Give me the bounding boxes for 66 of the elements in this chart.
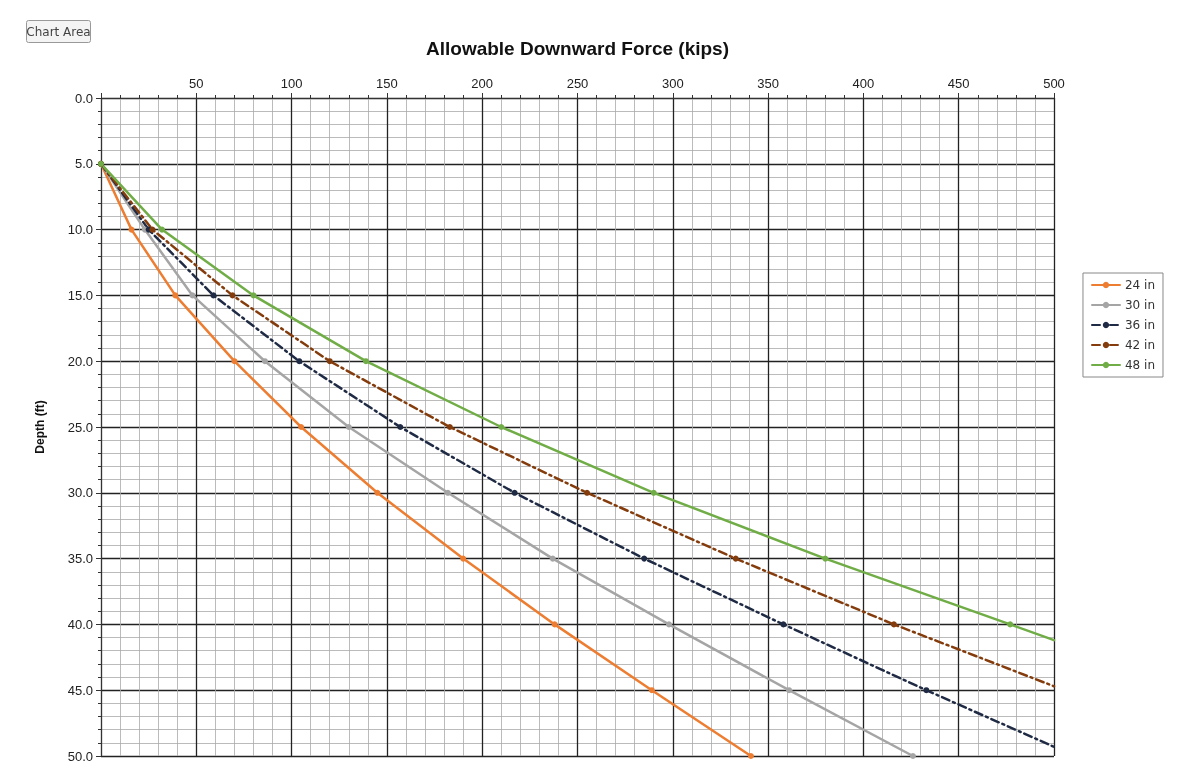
y-tick-label: 40.0 [67, 616, 93, 632]
x-tick-label: 250 [566, 76, 589, 91]
y-tick-label: 10.0 [67, 222, 93, 238]
point [229, 292, 236, 299]
point [149, 226, 156, 233]
y-axis-title: Depth (ft) [33, 400, 47, 454]
point [549, 555, 556, 562]
point [1007, 621, 1014, 628]
legend-label: 42 in [1124, 338, 1156, 352]
point [128, 226, 135, 233]
point [648, 687, 655, 694]
y-tick-label: 20.0 [67, 353, 93, 369]
x-tick-label: 150 [376, 76, 398, 91]
point [397, 424, 404, 430]
point [345, 424, 352, 430]
point [584, 489, 591, 496]
x-tick-label: 350 [757, 76, 779, 91]
x-axis-title: Allowable Downward Force (kips) [426, 38, 729, 59]
point [296, 358, 303, 365]
y-tick-label: 35.0 [67, 551, 93, 567]
point [650, 489, 657, 496]
point [298, 424, 305, 430]
point [210, 292, 217, 299]
point [498, 424, 505, 430]
y-tick-label: 30.0 [67, 485, 93, 501]
point [551, 621, 558, 628]
point [159, 226, 165, 233]
point [890, 621, 897, 628]
point [444, 489, 451, 496]
point [665, 621, 672, 628]
point [261, 358, 268, 365]
y-tick-label: 15.0 [67, 287, 93, 303]
y-tick-label: 45.0 [67, 682, 93, 698]
point [747, 753, 754, 759]
x-tick-label: 100 [280, 76, 303, 91]
point [362, 358, 369, 365]
legend-label: 36 in [1124, 318, 1156, 332]
legend-label: 24 in [1124, 278, 1156, 292]
point [923, 687, 930, 694]
x-tick-label: 400 [852, 76, 875, 91]
point [460, 555, 467, 562]
point [374, 489, 381, 496]
x-tick-label: 200 [471, 76, 494, 91]
y-tick-label: 25.0 [67, 419, 93, 435]
point [641, 555, 648, 562]
y-tick-label: 50.0 [67, 748, 93, 764]
point [172, 292, 179, 299]
point [786, 687, 793, 694]
point [446, 424, 453, 430]
x-tick-label: 300 [661, 76, 684, 91]
y-tick-label: 5.0 [74, 156, 93, 172]
point [780, 621, 787, 628]
point [909, 753, 916, 759]
point [326, 358, 333, 365]
y-tick-label: 0.0 [74, 90, 93, 106]
text: Chart Area [26, 24, 91, 39]
legend-label: 48 in [1124, 358, 1156, 372]
x-tick-label: 500 [1043, 76, 1065, 91]
legend-label: 30 in [1124, 298, 1156, 312]
point [250, 292, 257, 299]
point [231, 358, 238, 365]
point [511, 489, 518, 496]
x-tick-label: 450 [947, 76, 970, 91]
x-tick-label: 50 [189, 76, 204, 91]
point [732, 555, 739, 562]
point [822, 555, 829, 562]
